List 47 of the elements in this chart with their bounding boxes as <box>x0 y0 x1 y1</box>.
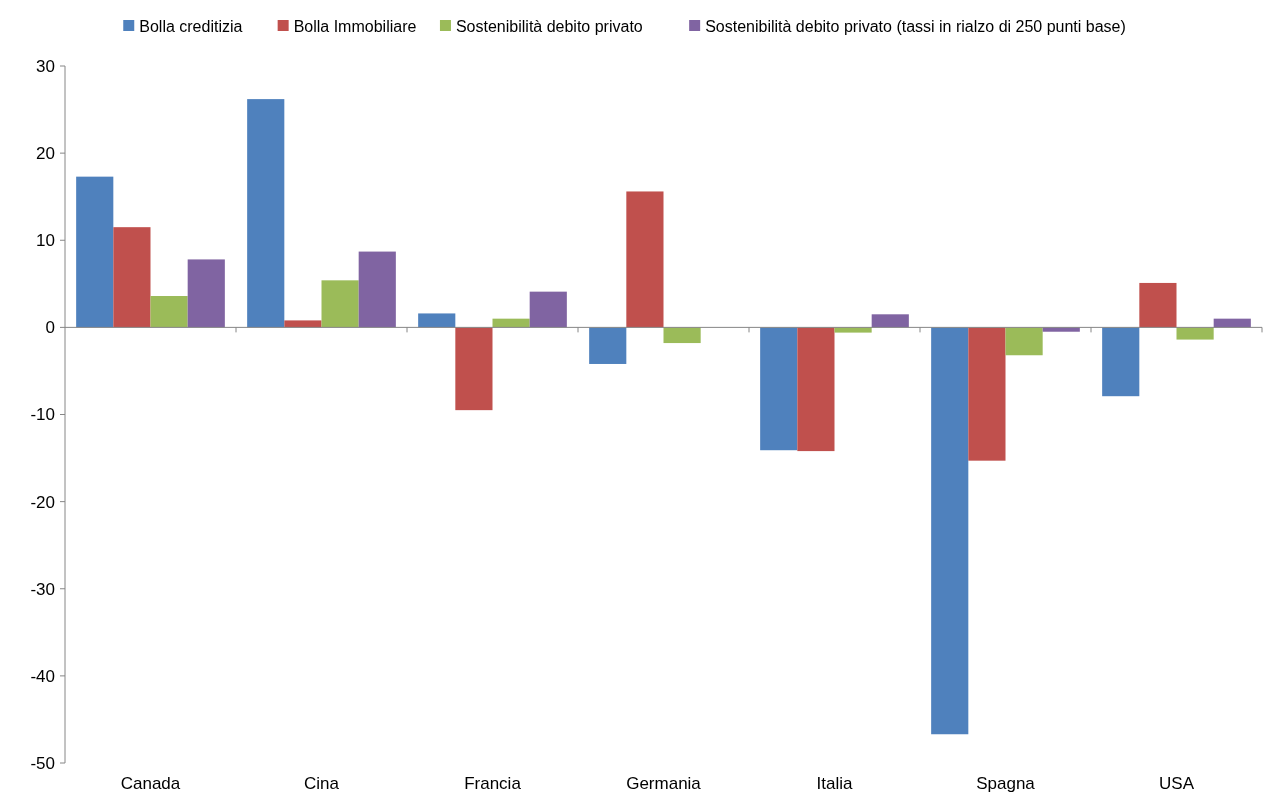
bar <box>1139 282 1177 328</box>
bar <box>760 327 798 451</box>
bar <box>1005 327 1043 356</box>
x-tick-label: Germania <box>626 774 702 793</box>
bar <box>187 259 225 328</box>
bar <box>663 327 701 344</box>
bar <box>358 251 396 328</box>
bar <box>931 327 969 735</box>
bar <box>968 327 1006 461</box>
bar <box>834 327 872 333</box>
y-tick-label: 0 <box>45 318 55 338</box>
bar <box>321 280 359 328</box>
bar <box>113 227 151 328</box>
bar <box>247 99 285 328</box>
legend-label: Bolla creditizia <box>139 17 243 35</box>
bar <box>76 176 114 328</box>
bar <box>529 291 567 328</box>
bar <box>418 313 456 328</box>
y-tick-label: -30 <box>30 579 55 599</box>
bar <box>284 320 322 328</box>
bar <box>1102 327 1140 397</box>
bar <box>150 296 188 328</box>
legend-label: Sostenibilità debito privato <box>455 17 643 35</box>
bar <box>455 327 493 411</box>
legend-label: Sostenibilità debito privato (tassi in rialzo di 250 punti base) <box>705 17 1126 35</box>
y-tick-label: -50 <box>30 753 55 773</box>
y-tick-label: -10 <box>30 405 55 425</box>
y-tick-label: 20 <box>36 144 55 164</box>
bar <box>1042 327 1080 332</box>
x-tick-label: Cina <box>304 774 340 793</box>
x-tick-label: Italia <box>816 774 853 793</box>
y-tick-label: 30 <box>36 56 55 76</box>
bar <box>871 314 909 328</box>
bar <box>1213 318 1251 328</box>
bar <box>797 327 835 452</box>
bar <box>589 327 627 364</box>
y-tick-label: -40 <box>30 666 55 686</box>
legend-label: Bolla Immobiliare <box>293 17 417 35</box>
y-tick-label: 10 <box>36 231 55 251</box>
x-tick-label: Francia <box>464 774 522 793</box>
x-tick-label: USA <box>1159 774 1195 793</box>
bar <box>626 191 664 328</box>
x-tick-label: Spagna <box>976 774 1036 793</box>
bar <box>1176 327 1214 340</box>
bar <box>492 318 530 328</box>
x-tick-label: Canada <box>120 774 181 793</box>
y-tick-label: -20 <box>30 492 55 512</box>
